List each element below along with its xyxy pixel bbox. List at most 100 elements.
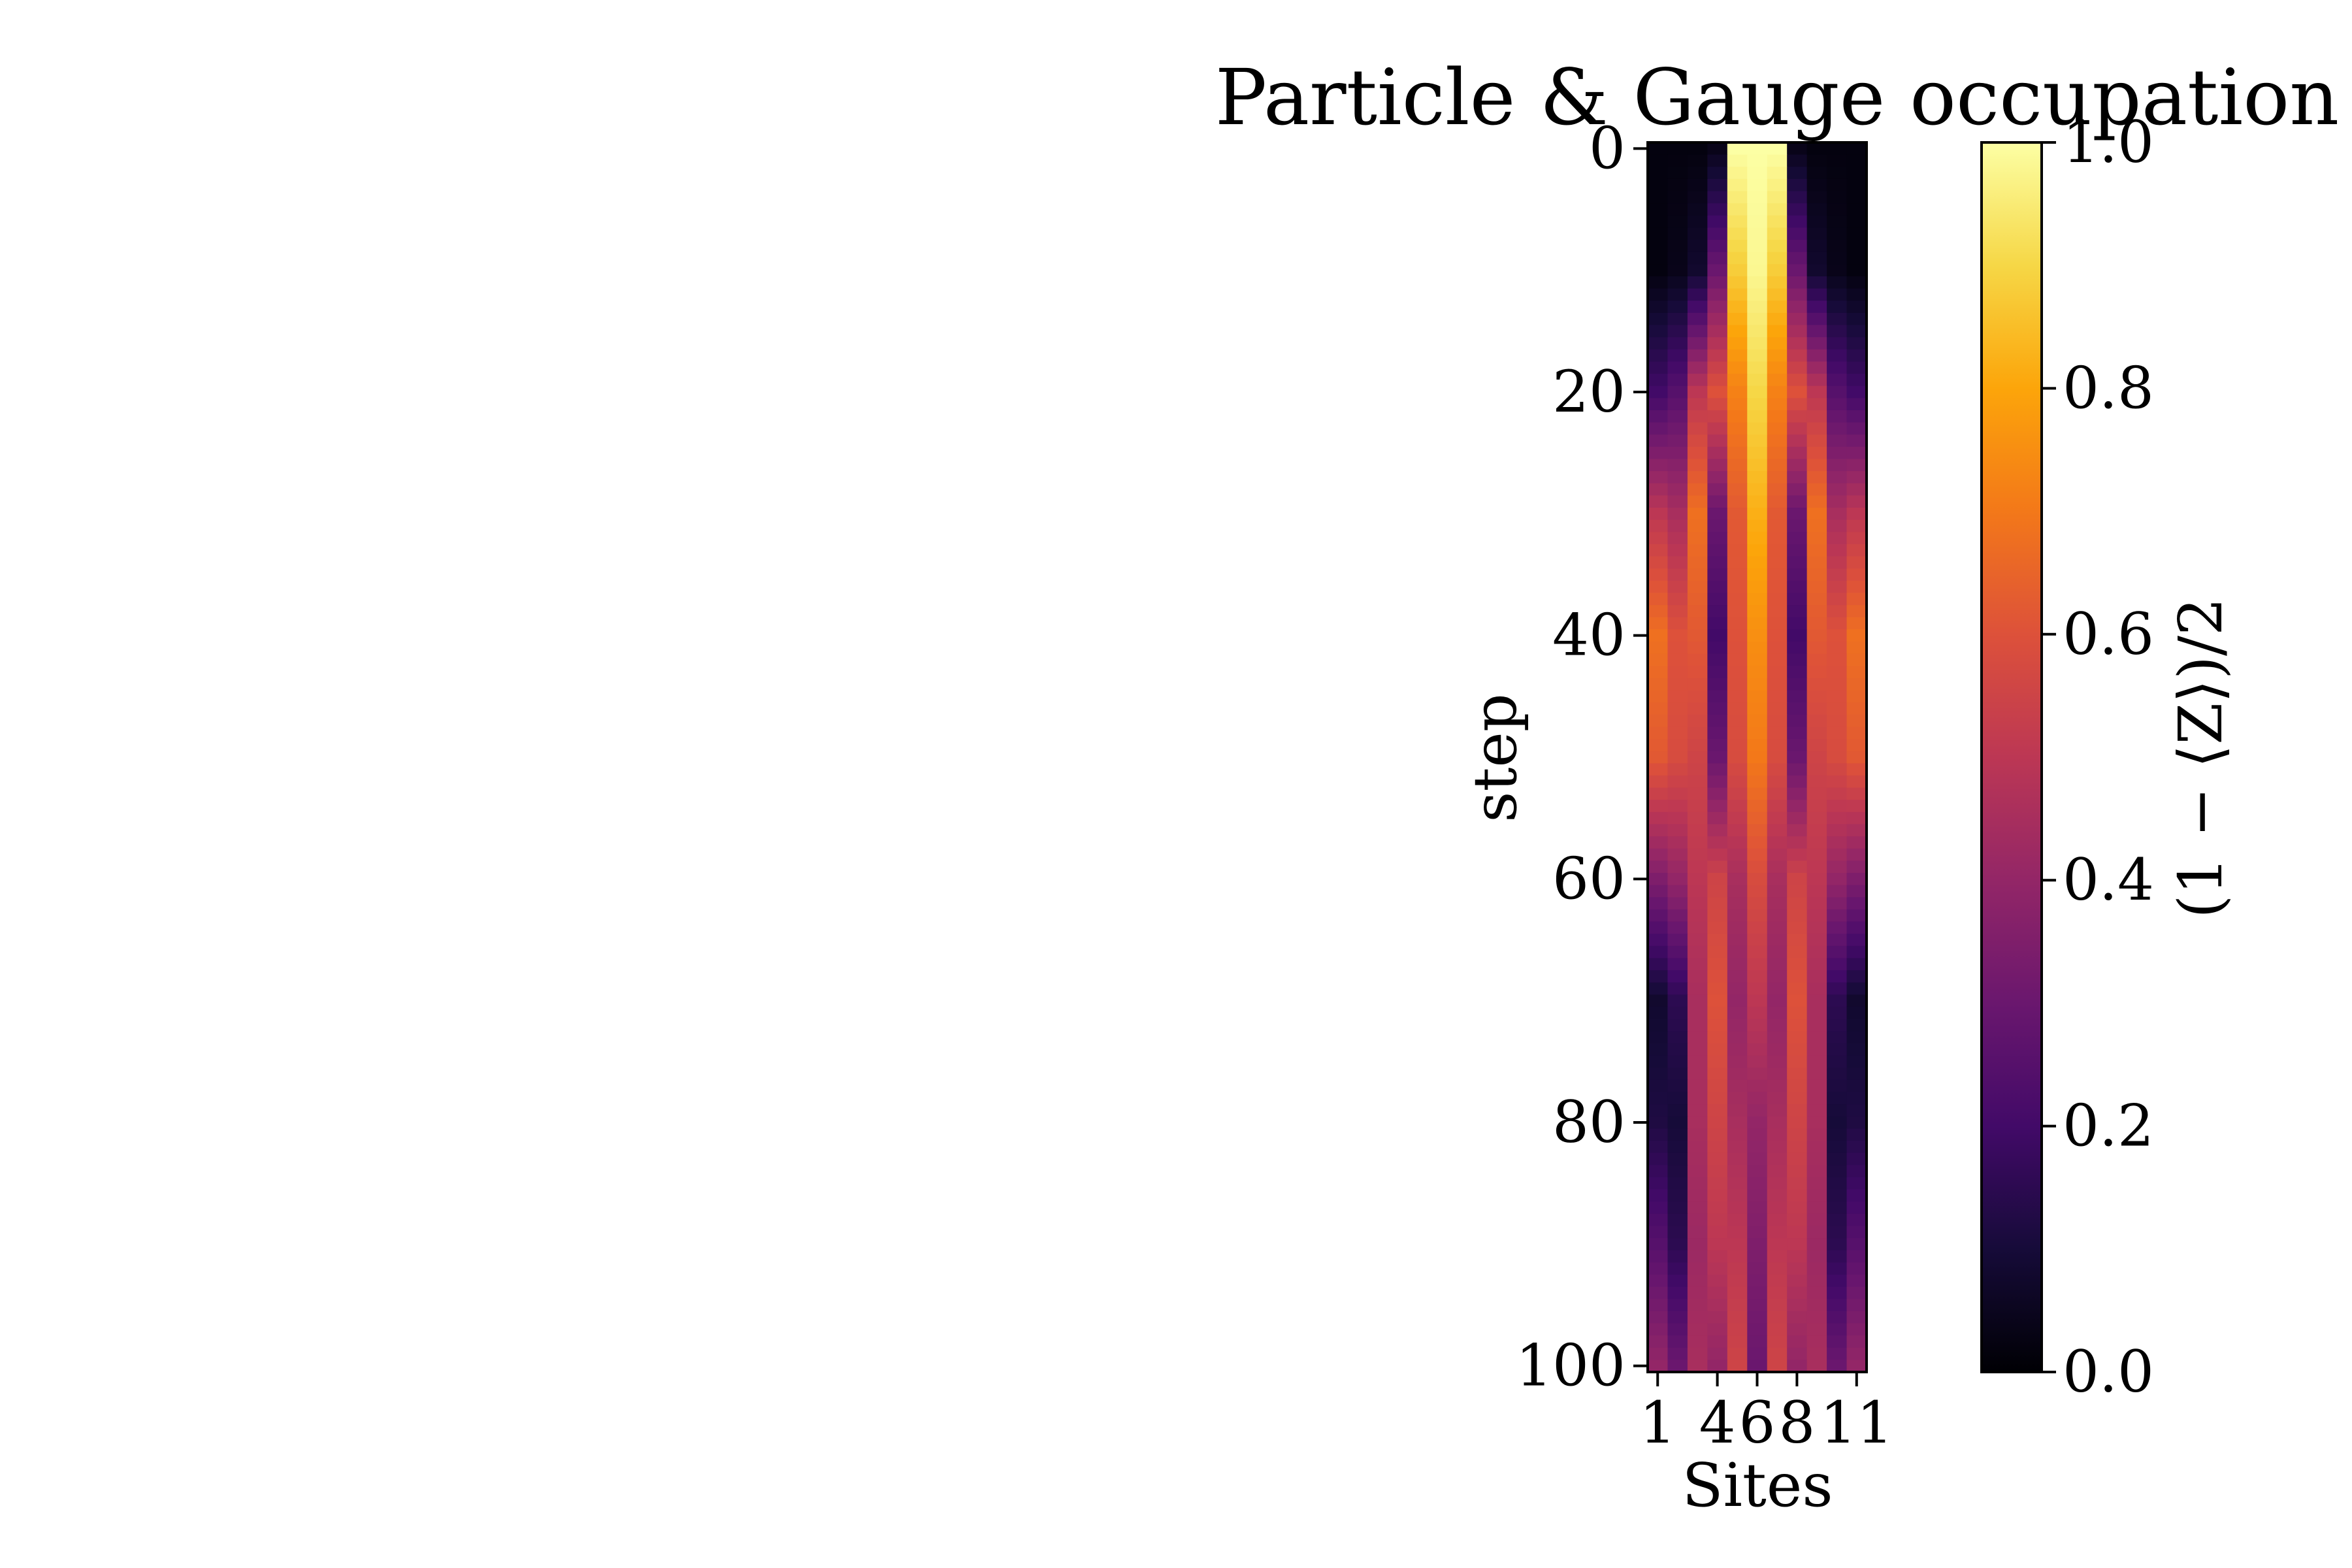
heatmap-cell	[1707, 349, 1728, 362]
heatmap-cell	[1806, 824, 1827, 837]
heatmap-cell	[1767, 312, 1788, 326]
heatmap-cell	[1707, 1104, 1728, 1117]
heatmap-cell	[1648, 1323, 1669, 1336]
heatmap-cell	[1846, 958, 1867, 971]
heatmap-cell	[1687, 945, 1708, 959]
heatmap-cell	[1648, 227, 1669, 240]
heatmap-cell	[1846, 1201, 1867, 1215]
heatmap-cell	[1767, 921, 1788, 934]
heatmap-cell	[1806, 312, 1827, 326]
heatmap-cell	[1846, 1068, 1867, 1081]
heatmap-cell	[1727, 337, 1748, 350]
heatmap-cell	[1827, 678, 1848, 691]
heatmap-cell	[1827, 203, 1848, 216]
heatmap-cell	[1827, 873, 1848, 886]
heatmap-cell	[1667, 1335, 1688, 1348]
heatmap-cell	[1806, 860, 1827, 874]
heatmap-cell	[1747, 763, 1768, 776]
heatmap-cell	[1687, 1019, 1708, 1032]
heatmap-cell	[1787, 1140, 1808, 1154]
heatmap-cell	[1806, 191, 1827, 204]
heatmap-cell	[1707, 605, 1728, 618]
heatmap-cell	[1767, 1019, 1788, 1032]
heatmap-cell	[1827, 495, 1848, 508]
heatmap-cell	[1767, 593, 1788, 606]
heatmap-cell	[1747, 1250, 1768, 1263]
heatmap-cell	[1667, 1311, 1688, 1324]
heatmap-cell	[1707, 374, 1728, 387]
heatmap-cell	[1787, 203, 1808, 216]
heatmap-cell	[1667, 702, 1688, 715]
heatmap-cell	[1727, 970, 1748, 983]
heatmap-cell	[1687, 215, 1708, 229]
heatmap-cell	[1767, 1152, 1788, 1166]
heatmap-cell	[1846, 678, 1867, 691]
heatmap-cell	[1667, 1347, 1688, 1360]
heatmap-cell	[1687, 446, 1708, 460]
heatmap-cell	[1827, 276, 1848, 289]
heatmap-cell	[1648, 702, 1669, 715]
heatmap-cell	[1827, 349, 1848, 362]
heatmap-cell	[1707, 227, 1728, 240]
heatmap-cell	[1667, 593, 1688, 606]
heatmap-cell	[1827, 727, 1848, 740]
heatmap-cell	[1727, 227, 1748, 240]
heatmap-cell	[1707, 508, 1728, 521]
heatmap-cell	[1648, 1152, 1669, 1166]
heatmap-cell	[1667, 897, 1688, 910]
heatmap-cell	[1727, 873, 1748, 886]
heatmap-cell	[1827, 227, 1848, 240]
heatmap-cell	[1687, 1055, 1708, 1068]
heatmap-cell	[1827, 312, 1848, 326]
heatmap-cell	[1707, 142, 1728, 155]
heatmap-cell	[1727, 1311, 1748, 1324]
heatmap-cell	[1667, 1213, 1688, 1226]
heatmap-cell	[1747, 495, 1768, 508]
heatmap-cell	[1707, 1250, 1728, 1263]
heatmap-cell	[1827, 1201, 1848, 1215]
heatmap-cell	[1707, 739, 1728, 752]
heatmap-cell	[1667, 240, 1688, 253]
heatmap-cell	[1846, 690, 1867, 703]
heatmap-cell	[1747, 154, 1768, 167]
heatmap-cell	[1707, 422, 1728, 435]
heatmap-cell	[1767, 556, 1788, 569]
heatmap-cell	[1827, 288, 1848, 301]
heatmap-cell	[1787, 727, 1808, 740]
heatmap-cell	[1827, 629, 1848, 642]
heatmap-cell	[1767, 860, 1788, 874]
heatmap-cell	[1707, 714, 1728, 728]
heatmap-cell	[1727, 787, 1748, 800]
heatmap-cell	[1727, 702, 1748, 715]
heatmap-cell	[1767, 167, 1788, 180]
heatmap-cell	[1727, 167, 1748, 180]
heatmap-cell	[1767, 580, 1788, 594]
heatmap-cell	[1787, 1092, 1808, 1105]
heatmap-cell	[1667, 459, 1688, 472]
heatmap-cell	[1707, 897, 1728, 910]
heatmap-cell	[1707, 921, 1728, 934]
heatmap-cell	[1727, 1335, 1748, 1348]
colorbar-tick-label: 0.0	[2063, 1338, 2154, 1405]
heatmap-cell	[1827, 178, 1848, 192]
heatmap-cell	[1687, 532, 1708, 545]
heatmap-cell	[1846, 580, 1867, 594]
heatmap-cell	[1648, 909, 1669, 923]
heatmap-cell	[1827, 1152, 1848, 1166]
heatmap-cell	[1747, 215, 1768, 229]
heatmap-cell	[1707, 1116, 1728, 1129]
heatmap-cell	[1648, 349, 1669, 362]
heatmap-cell	[1787, 361, 1808, 374]
heatmap-cell	[1806, 593, 1827, 606]
heatmap-cell	[1747, 994, 1768, 1007]
heatmap-cell	[1846, 154, 1867, 167]
heatmap-cell	[1667, 1189, 1688, 1202]
heatmap-cell	[1707, 1140, 1728, 1154]
heatmap-cell	[1787, 483, 1808, 496]
heatmap-cell	[1787, 349, 1808, 362]
heatmap-cell	[1806, 459, 1827, 472]
colorbar-tick-label: 0.8	[2063, 354, 2154, 421]
heatmap-cell	[1827, 374, 1848, 387]
heatmap-cell	[1687, 337, 1708, 350]
heatmap-cell	[1827, 191, 1848, 204]
